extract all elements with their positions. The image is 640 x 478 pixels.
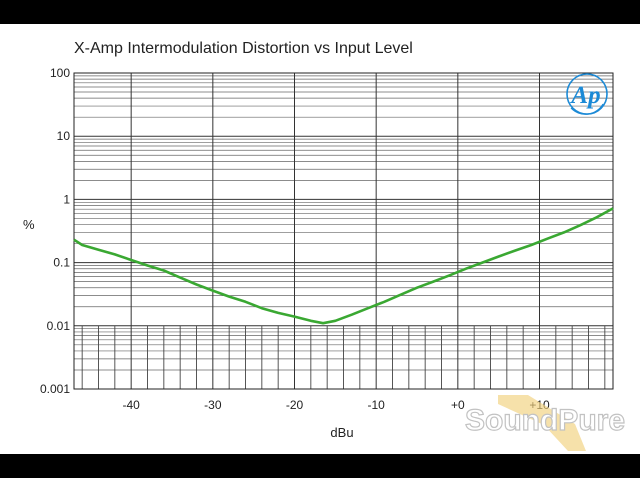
chart-title: X-Amp Intermodulation Distortion vs Inpu… [74,40,413,57]
y-tick-label: 0.1 [53,256,70,270]
series-line [73,207,614,325]
x-axis-label: dBu [330,425,353,440]
x-tick-label: -40 [122,398,140,412]
x-tick-label: +10 [529,398,550,412]
chart-frame: X-Amp Intermodulation Distortion vs Inpu… [0,24,640,454]
x-tick-label: -30 [204,398,222,412]
y-tick-label: 10 [57,129,71,143]
x-tick-label: -10 [367,398,385,412]
x-tick-label: +0 [451,398,465,412]
grid [74,73,613,390]
y-axis-label: % [23,217,35,232]
x-tick-label: -20 [286,398,304,412]
y-tick-label: 1 [63,192,70,206]
ap-logo: Ap [566,73,608,115]
imd-chart: X-Amp Intermodulation Distortion vs Inpu… [23,40,614,440]
plot-border [73,72,614,390]
y-tick-label: 0.01 [47,319,71,333]
svg-text:Ap: Ap [569,82,600,109]
y-tick-label: 0.001 [40,382,70,396]
y-tick-label: 100 [50,66,70,80]
